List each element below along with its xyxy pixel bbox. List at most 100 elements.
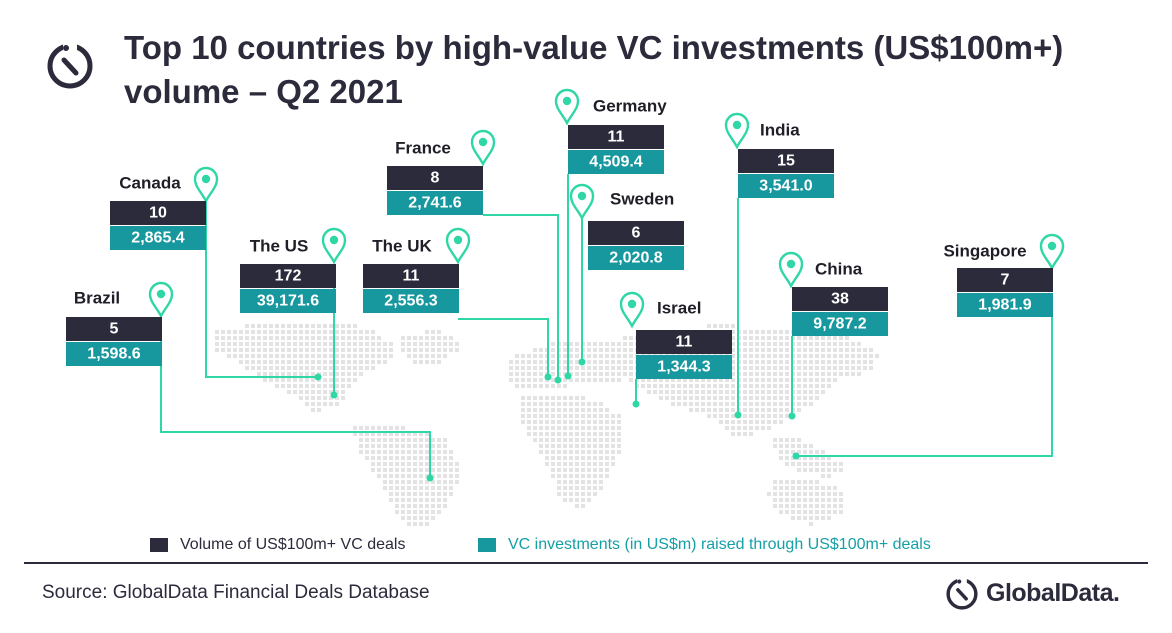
map-dot bbox=[725, 402, 729, 406]
map-dot bbox=[575, 366, 579, 370]
map-dot bbox=[311, 354, 315, 358]
map-dot bbox=[611, 432, 615, 436]
map-dot bbox=[629, 348, 633, 352]
map-dot bbox=[317, 366, 321, 370]
map-dot bbox=[449, 348, 453, 352]
map-dot bbox=[659, 390, 663, 394]
map-dot bbox=[779, 384, 783, 388]
map-dot bbox=[563, 468, 567, 472]
map-dot bbox=[413, 498, 417, 502]
map-dot bbox=[269, 342, 273, 346]
map-dot bbox=[749, 426, 753, 430]
map-dot bbox=[701, 384, 705, 388]
map-dot bbox=[617, 354, 621, 358]
map-dot bbox=[797, 348, 801, 352]
map-dot bbox=[761, 360, 765, 364]
map-dot bbox=[383, 486, 387, 490]
map-dot bbox=[827, 336, 831, 340]
map-dot bbox=[617, 342, 621, 346]
location-dot-israel bbox=[632, 400, 640, 408]
map-dot bbox=[431, 474, 435, 478]
map-dot bbox=[557, 408, 561, 412]
map-dot bbox=[443, 492, 447, 496]
map-dot bbox=[725, 408, 729, 412]
map-dot bbox=[743, 414, 747, 418]
map-dot bbox=[593, 480, 597, 484]
map-dot bbox=[359, 372, 363, 376]
map-dot bbox=[239, 360, 243, 364]
value-cell-israel bbox=[636, 355, 732, 379]
map-dot bbox=[407, 354, 411, 358]
map-dot bbox=[545, 444, 549, 448]
map-dot bbox=[569, 492, 573, 496]
map-dot bbox=[539, 402, 543, 406]
map-dot bbox=[659, 384, 663, 388]
map-dot bbox=[821, 498, 825, 502]
map-dot bbox=[593, 366, 597, 370]
map-dot bbox=[365, 432, 369, 436]
map-dot bbox=[563, 342, 567, 346]
map-dot bbox=[347, 354, 351, 358]
map-dot bbox=[533, 414, 537, 418]
map-dot bbox=[341, 396, 345, 400]
map-dot bbox=[839, 342, 843, 346]
map-dot bbox=[665, 396, 669, 400]
map-dot bbox=[833, 354, 837, 358]
volume-label-canada: 10 bbox=[149, 205, 167, 222]
map-dot bbox=[341, 360, 345, 364]
map-dot bbox=[743, 420, 747, 424]
map-dot bbox=[815, 504, 819, 508]
map-dot bbox=[557, 486, 561, 490]
value-label-israel: 1,344.3 bbox=[657, 359, 710, 376]
map-dot bbox=[833, 342, 837, 346]
map-dot bbox=[329, 372, 333, 376]
map-dot bbox=[839, 498, 843, 502]
volume-cell-israel bbox=[636, 330, 732, 354]
map-dot bbox=[719, 378, 723, 382]
map-dot bbox=[845, 360, 849, 364]
map-dot bbox=[359, 450, 363, 454]
map-dot bbox=[797, 498, 801, 502]
map-dot bbox=[815, 486, 819, 490]
map-pin-icon-the-uk bbox=[445, 227, 471, 265]
map-dot bbox=[773, 330, 777, 334]
map-dot bbox=[371, 444, 375, 448]
map-dot bbox=[803, 462, 807, 466]
map-dot bbox=[275, 336, 279, 340]
map-dot bbox=[263, 366, 267, 370]
map-dot bbox=[245, 366, 249, 370]
map-dot bbox=[755, 414, 759, 418]
map-dot bbox=[383, 474, 387, 478]
map-dot bbox=[767, 354, 771, 358]
map-dot bbox=[539, 414, 543, 418]
map-dot bbox=[749, 378, 753, 382]
map-dot bbox=[815, 396, 819, 400]
map-dot bbox=[713, 402, 717, 406]
legend-swatch-value bbox=[478, 538, 496, 552]
map-dot bbox=[833, 462, 837, 466]
map-dot bbox=[767, 414, 771, 418]
map-dot bbox=[317, 360, 321, 364]
map-dot bbox=[593, 348, 597, 352]
map-dot bbox=[329, 342, 333, 346]
map-dot bbox=[419, 516, 423, 520]
map-dot bbox=[419, 492, 423, 496]
map-dot bbox=[551, 426, 555, 430]
map-dot bbox=[347, 372, 351, 376]
map-dot bbox=[581, 432, 585, 436]
map-dot bbox=[557, 480, 561, 484]
map-dot bbox=[239, 354, 243, 358]
map-dot bbox=[587, 420, 591, 424]
map-dot bbox=[803, 450, 807, 454]
map-dot bbox=[455, 462, 459, 466]
map-dot bbox=[287, 372, 291, 376]
value-cell-singapore bbox=[957, 293, 1053, 317]
map-dot bbox=[425, 360, 429, 364]
map-dot bbox=[383, 444, 387, 448]
map-dot bbox=[293, 342, 297, 346]
map-dot bbox=[593, 432, 597, 436]
map-dot bbox=[761, 414, 765, 418]
map-dot bbox=[539, 384, 543, 388]
map-dot bbox=[587, 498, 591, 502]
map-dot bbox=[581, 366, 585, 370]
